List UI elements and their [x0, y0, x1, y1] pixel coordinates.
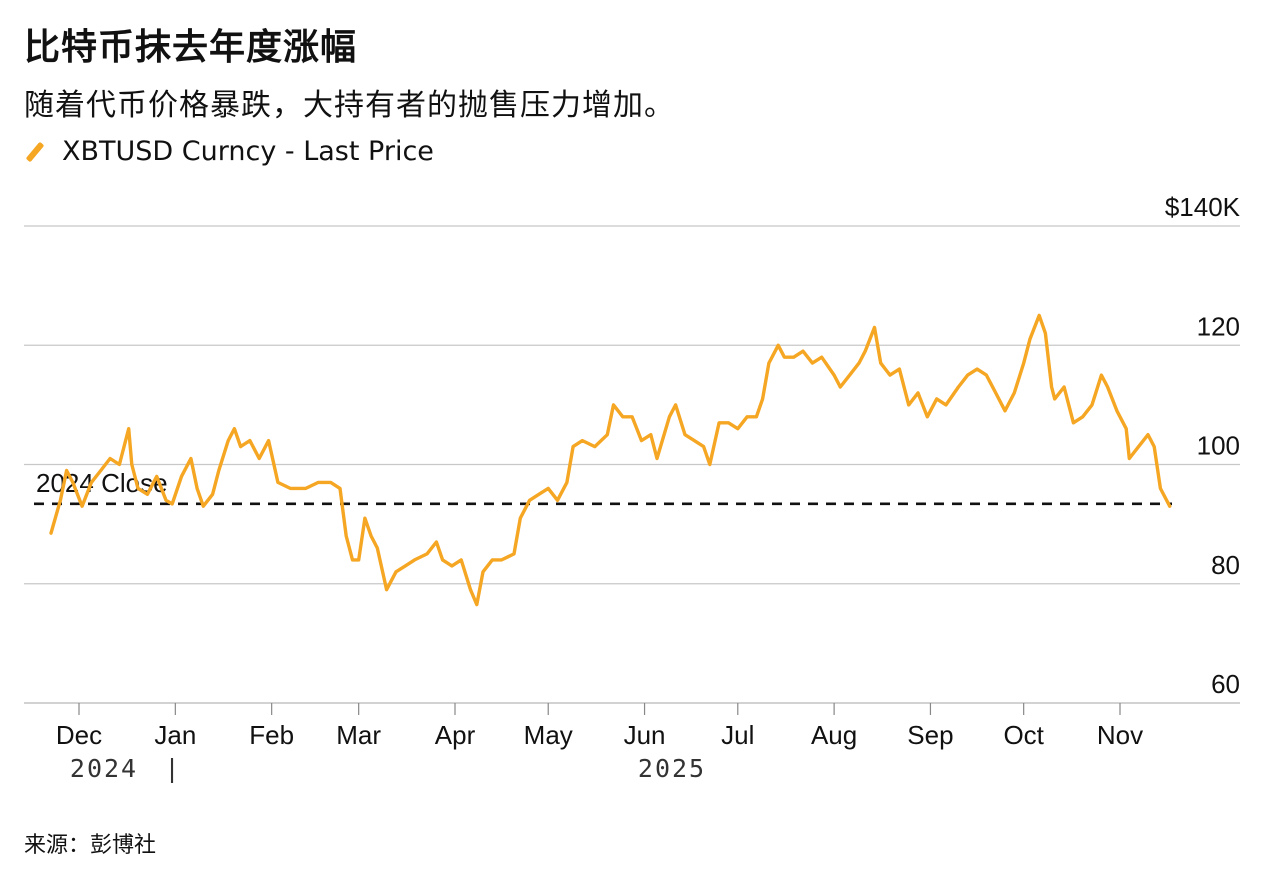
series-group	[49, 313, 1172, 607]
chart-subtitle: 随着代币价格暴跌，大持有者的抛售压力增加。	[24, 88, 675, 123]
series-line-xbtusd	[49, 313, 1172, 607]
source-note: 来源：彭博社	[24, 833, 157, 858]
year-label-2024: 2024	[70, 754, 138, 783]
x-tick-label: Mar	[336, 720, 381, 750]
y-axis-ticks: 60 80 100 120 $140K	[1165, 192, 1241, 699]
x-tick-label: Feb	[249, 720, 294, 750]
x-tick-label: Sep	[907, 720, 953, 750]
x-tick-label: Nov	[1097, 720, 1143, 750]
x-tick-label: Aug	[811, 720, 857, 750]
x-tick-label: Dec	[56, 720, 102, 750]
y-tick-label: 100	[1197, 431, 1240, 461]
year-label-2025: 2025	[638, 754, 706, 783]
y-tick-label: $140K	[1165, 192, 1241, 222]
y-tick-label: 120	[1197, 311, 1240, 341]
x-tick-label: May	[524, 720, 573, 750]
reference-line: 2024 Close	[34, 468, 1172, 506]
y-tick-label: 80	[1211, 550, 1240, 580]
gridlines	[24, 225, 1240, 704]
x-tick-label: Apr	[435, 720, 476, 750]
legend-label: XBTUSD Curncy - Last Price	[62, 136, 434, 167]
legend: XBTUSD Curncy - Last Price	[24, 136, 434, 167]
x-tick-label: Oct	[1003, 720, 1044, 750]
x-tick-label: Jul	[721, 720, 754, 750]
chart-title: 比特币抹去年度涨幅	[24, 27, 358, 68]
x-tick-label: Jun	[624, 720, 666, 750]
x-axis: Dec Jan Feb Mar Apr May Jun Jul Aug Sep Oct Nov 2024…	[56, 703, 1143, 783]
year-separator: |	[164, 754, 181, 783]
x-tick-label: Jan	[154, 720, 196, 750]
y-tick-label: 60	[1211, 669, 1240, 699]
